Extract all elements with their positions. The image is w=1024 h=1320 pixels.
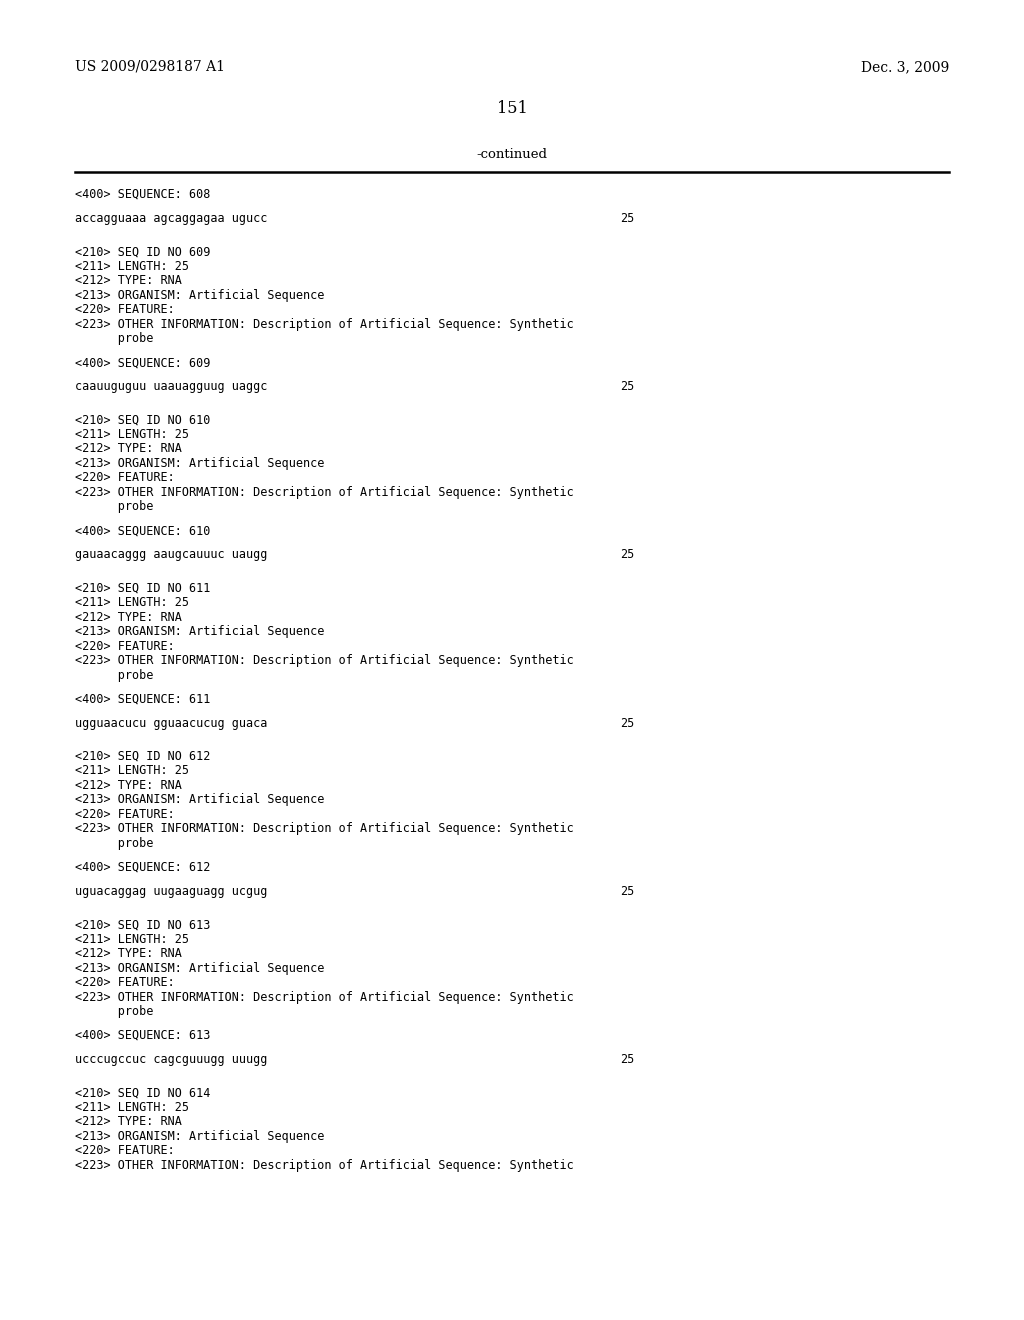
Text: <212> TYPE: RNA: <212> TYPE: RNA [75, 275, 182, 288]
Text: <210> SEQ ID NO 614: <210> SEQ ID NO 614 [75, 1086, 210, 1100]
Text: <210> SEQ ID NO 612: <210> SEQ ID NO 612 [75, 750, 210, 763]
Text: <212> TYPE: RNA: <212> TYPE: RNA [75, 611, 182, 623]
Text: <212> TYPE: RNA: <212> TYPE: RNA [75, 442, 182, 455]
Text: 25: 25 [620, 380, 634, 393]
Text: <223> OTHER INFORMATION: Description of Artificial Sequence: Synthetic: <223> OTHER INFORMATION: Description of … [75, 486, 573, 499]
Text: ucccugccuc cagcguuugg uuugg: ucccugccuc cagcguuugg uuugg [75, 1053, 267, 1067]
Text: <223> OTHER INFORMATION: Description of Artificial Sequence: Synthetic: <223> OTHER INFORMATION: Description of … [75, 990, 573, 1003]
Text: 25: 25 [620, 1053, 634, 1067]
Text: <220> FEATURE:: <220> FEATURE: [75, 808, 175, 821]
Text: <223> OTHER INFORMATION: Description of Artificial Sequence: Synthetic: <223> OTHER INFORMATION: Description of … [75, 655, 573, 667]
Text: <400> SEQUENCE: 611: <400> SEQUENCE: 611 [75, 693, 210, 706]
Text: gauaacaggg aaugcauuuc uaugg: gauaacaggg aaugcauuuc uaugg [75, 548, 267, 561]
Text: <220> FEATURE:: <220> FEATURE: [75, 1144, 175, 1158]
Text: <211> LENGTH: 25: <211> LENGTH: 25 [75, 1101, 189, 1114]
Text: 25: 25 [620, 717, 634, 730]
Text: <211> LENGTH: 25: <211> LENGTH: 25 [75, 764, 189, 777]
Text: <400> SEQUENCE: 608: <400> SEQUENCE: 608 [75, 187, 210, 201]
Text: caauuguguu uaauagguug uaggc: caauuguguu uaauagguug uaggc [75, 380, 267, 393]
Text: <210> SEQ ID NO 609: <210> SEQ ID NO 609 [75, 246, 210, 259]
Text: 151: 151 [497, 100, 527, 117]
Text: <223> OTHER INFORMATION: Description of Artificial Sequence: Synthetic: <223> OTHER INFORMATION: Description of … [75, 1159, 573, 1172]
Text: <211> LENGTH: 25: <211> LENGTH: 25 [75, 260, 189, 273]
Text: probe: probe [75, 500, 154, 513]
Text: <400> SEQUENCE: 609: <400> SEQUENCE: 609 [75, 356, 210, 370]
Text: <213> ORGANISM: Artificial Sequence: <213> ORGANISM: Artificial Sequence [75, 289, 325, 302]
Text: <211> LENGTH: 25: <211> LENGTH: 25 [75, 597, 189, 609]
Text: <220> FEATURE:: <220> FEATURE: [75, 640, 175, 652]
Text: probe: probe [75, 333, 154, 346]
Text: <220> FEATURE:: <220> FEATURE: [75, 975, 175, 989]
Text: <213> ORGANISM: Artificial Sequence: <213> ORGANISM: Artificial Sequence [75, 626, 325, 638]
Text: 25: 25 [620, 548, 634, 561]
Text: uguacaggag uugaaguagg ucgug: uguacaggag uugaaguagg ucgug [75, 884, 267, 898]
Text: <212> TYPE: RNA: <212> TYPE: RNA [75, 946, 182, 960]
Text: <212> TYPE: RNA: <212> TYPE: RNA [75, 1115, 182, 1129]
Text: US 2009/0298187 A1: US 2009/0298187 A1 [75, 59, 225, 74]
Text: ugguaacucu gguaacucug guaca: ugguaacucu gguaacucug guaca [75, 717, 267, 730]
Text: <220> FEATURE:: <220> FEATURE: [75, 304, 175, 317]
Text: <223> OTHER INFORMATION: Description of Artificial Sequence: Synthetic: <223> OTHER INFORMATION: Description of … [75, 822, 573, 836]
Text: <213> ORGANISM: Artificial Sequence: <213> ORGANISM: Artificial Sequence [75, 961, 325, 974]
Text: 25: 25 [620, 884, 634, 898]
Text: <213> ORGANISM: Artificial Sequence: <213> ORGANISM: Artificial Sequence [75, 457, 325, 470]
Text: <211> LENGTH: 25: <211> LENGTH: 25 [75, 932, 189, 945]
Text: probe: probe [75, 837, 154, 850]
Text: <400> SEQUENCE: 613: <400> SEQUENCE: 613 [75, 1030, 210, 1041]
Text: <400> SEQUENCE: 610: <400> SEQUENCE: 610 [75, 524, 210, 537]
Text: <210> SEQ ID NO 613: <210> SEQ ID NO 613 [75, 919, 210, 931]
Text: <213> ORGANISM: Artificial Sequence: <213> ORGANISM: Artificial Sequence [75, 1130, 325, 1143]
Text: <223> OTHER INFORMATION: Description of Artificial Sequence: Synthetic: <223> OTHER INFORMATION: Description of … [75, 318, 573, 331]
Text: probe: probe [75, 669, 154, 681]
Text: <220> FEATURE:: <220> FEATURE: [75, 471, 175, 484]
Text: <211> LENGTH: 25: <211> LENGTH: 25 [75, 428, 189, 441]
Text: <210> SEQ ID NO 610: <210> SEQ ID NO 610 [75, 413, 210, 426]
Text: Dec. 3, 2009: Dec. 3, 2009 [861, 59, 949, 74]
Text: <210> SEQ ID NO 611: <210> SEQ ID NO 611 [75, 582, 210, 595]
Text: probe: probe [75, 1005, 154, 1018]
Text: 25: 25 [620, 213, 634, 224]
Text: <213> ORGANISM: Artificial Sequence: <213> ORGANISM: Artificial Sequence [75, 793, 325, 807]
Text: accagguaaa agcaggagaa ugucc: accagguaaa agcaggagaa ugucc [75, 213, 267, 224]
Text: <212> TYPE: RNA: <212> TYPE: RNA [75, 779, 182, 792]
Text: -continued: -continued [476, 148, 548, 161]
Text: <400> SEQUENCE: 612: <400> SEQUENCE: 612 [75, 861, 210, 874]
